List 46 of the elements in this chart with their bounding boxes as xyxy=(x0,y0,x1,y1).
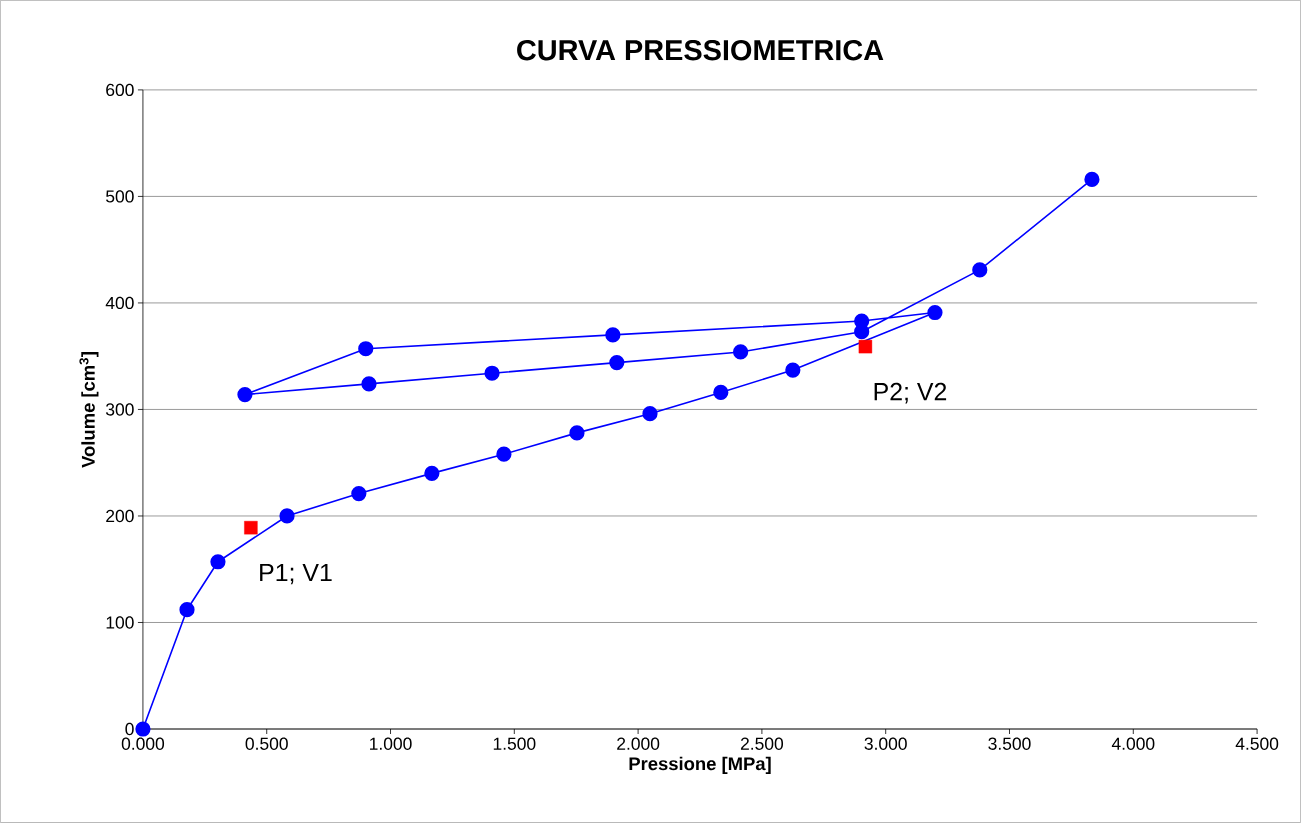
x-tick-label: 1.000 xyxy=(370,737,412,750)
x-axis-title: Pressione [MPa] xyxy=(629,756,771,774)
point xyxy=(1084,171,1100,188)
point xyxy=(713,384,729,401)
y-tick-label: 400 xyxy=(105,296,134,310)
point xyxy=(605,327,621,343)
point xyxy=(179,602,195,618)
x-tick-label: 4.000 xyxy=(1111,737,1155,750)
x-tick-label: 2.500 xyxy=(740,737,784,750)
point xyxy=(279,508,295,524)
point xyxy=(424,465,440,481)
point xyxy=(927,304,943,321)
y-tick-label: 0 xyxy=(125,722,134,736)
point xyxy=(972,262,988,278)
annotation: P1; V1 xyxy=(260,563,332,585)
point xyxy=(569,425,585,441)
y-tick-label: 100 xyxy=(106,616,134,629)
point xyxy=(609,355,625,371)
y-tick-label: 600 xyxy=(106,83,134,97)
point xyxy=(733,344,749,360)
point xyxy=(210,554,226,570)
point xyxy=(244,521,258,535)
x-tick-label: 1.500 xyxy=(493,737,536,750)
point xyxy=(351,486,367,502)
point xyxy=(135,721,151,737)
y-tick-label: 300 xyxy=(105,403,134,416)
annotation: P2; V2 xyxy=(874,382,947,404)
point xyxy=(358,341,374,357)
x-tick-label: 0.000 xyxy=(121,737,165,750)
point xyxy=(642,406,658,422)
x-tick-label: 3.000 xyxy=(864,737,907,750)
point xyxy=(484,365,500,381)
y-axis-title: Volume [cm$^{3}$] xyxy=(79,352,99,468)
point xyxy=(237,386,253,403)
y-tick-label: 500 xyxy=(106,190,134,203)
x-tick-label: 2.000 xyxy=(617,737,660,750)
point xyxy=(361,376,377,392)
x-tick-label: 3.500 xyxy=(988,737,1031,750)
point xyxy=(858,339,873,354)
y-tick-label: 200 xyxy=(106,509,134,523)
point xyxy=(785,362,801,378)
point xyxy=(854,324,870,340)
x-tick-label: 4.500 xyxy=(1235,737,1279,750)
chart-title: CURVA PRESSIOMETRICA xyxy=(517,39,884,61)
point xyxy=(496,446,512,462)
x-tick-label: 0.500 xyxy=(245,737,288,750)
